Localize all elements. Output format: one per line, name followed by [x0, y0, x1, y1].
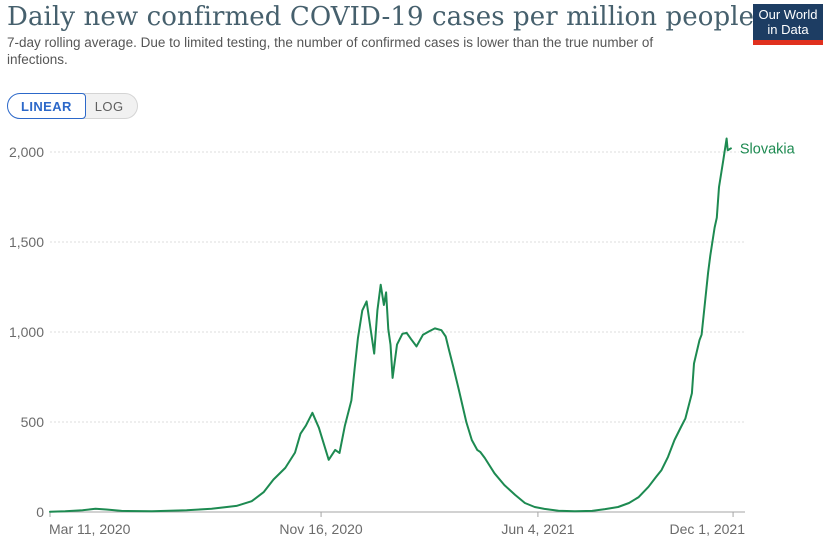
x-axis-tick-label: Jun 4, 2021 — [501, 521, 574, 537]
log-scale-button[interactable]: LOG — [82, 93, 139, 119]
x-axis-tick-label: Nov 16, 2020 — [279, 521, 362, 537]
slovakia-line-series[interactable] — [49, 137, 732, 513]
scale-toggle: LINEAR LOG — [7, 93, 139, 119]
series-end-label-slovakia[interactable]: Slovakia — [738, 139, 798, 159]
y-axis-tick-label: 500 — [21, 414, 45, 430]
y-axis-tick-label: 0 — [36, 504, 44, 520]
owid-logo-line2: in Data — [767, 22, 809, 37]
owid-logo[interactable]: Our World in Data — [753, 4, 823, 45]
x-axis-tick-label: Mar 11, 2020 — [49, 521, 131, 537]
line-chart-canvas[interactable]: 0 500 1,000 1,500 2,000 Mar 11, 2020 Nov 16, 2… — [0, 130, 830, 546]
owid-logo-line1: Our World — [758, 7, 818, 22]
y-axis-tick-label: 1,000 — [9, 324, 44, 340]
linear-scale-button[interactable]: LINEAR — [7, 93, 86, 119]
page-title: Daily new confirmed COVID-19 cases per m… — [7, 2, 755, 32]
y-axis-tick-label: 2,000 — [9, 144, 44, 160]
x-axis-tick-label: Dec 1, 2021 — [670, 521, 746, 537]
chart-subtitle: 7-day rolling average. Due to limited te… — [7, 35, 654, 67]
y-axis-tick-label: 1,500 — [9, 234, 44, 250]
